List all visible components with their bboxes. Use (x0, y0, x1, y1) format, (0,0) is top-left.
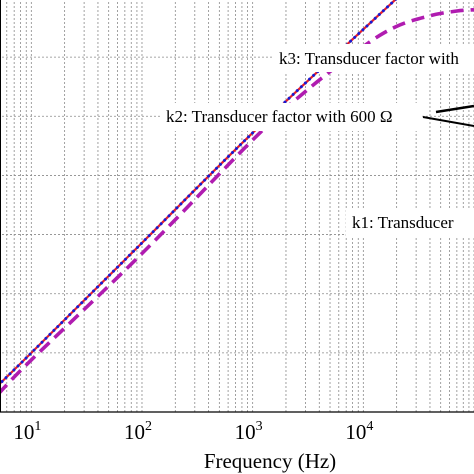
arrow-k2 (422, 116, 474, 127)
annotation-k1: k1: Transducer (352, 213, 454, 232)
series-layer (0, 0, 474, 395)
annotation-bg-k3 (274, 44, 474, 72)
x-tick-label: 104 (345, 419, 373, 444)
x-tick-labels: 101 102 103 104 (13, 419, 373, 444)
x-tick-label: 101 (13, 419, 41, 444)
x-tick-label: 103 (235, 419, 263, 444)
annotation-k2: k2: Transducer factor with 600 Ω (166, 107, 393, 126)
x-axis-label: Frequency (Hz) (204, 449, 336, 473)
annotation-k3: k3: Transducer factor with (279, 49, 459, 68)
annotations: k3: Transducer factor with k2: Transducer… (160, 44, 474, 236)
x-tick-label: 102 (124, 419, 152, 444)
series-line-k1 (0, 8, 474, 395)
series-line-k2 (0, 0, 397, 385)
arrow-k3 (435, 104, 474, 114)
annotation-bg-k2 (160, 103, 422, 131)
annotation-arrows (422, 104, 474, 127)
plot-frame (0, 0, 474, 413)
annotation-bg-k1 (346, 208, 474, 236)
